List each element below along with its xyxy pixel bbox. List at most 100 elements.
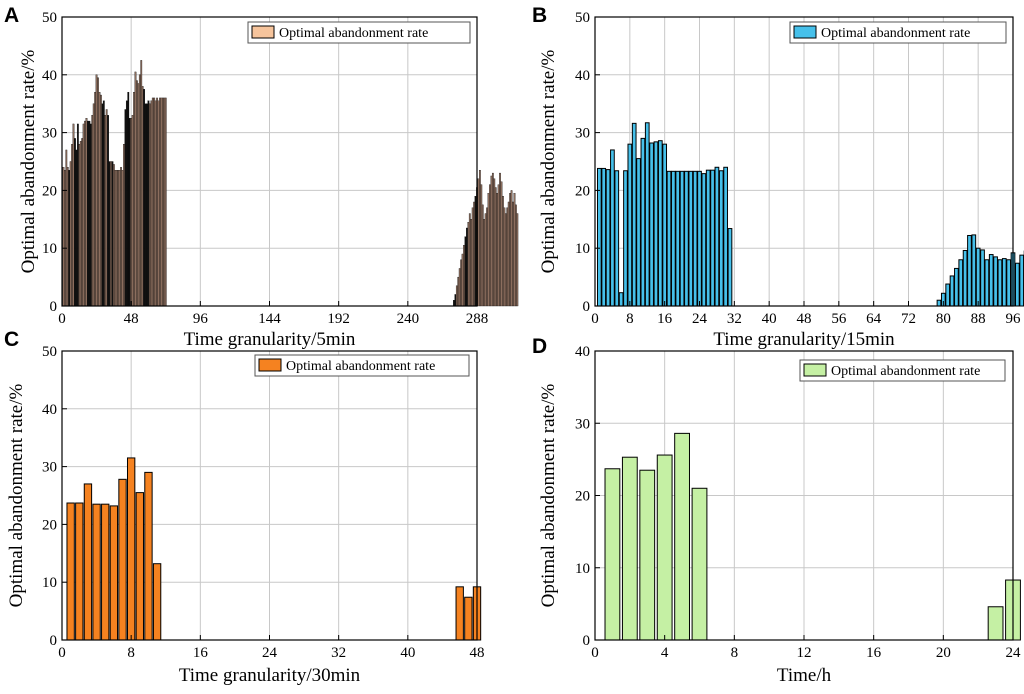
- y-tick-label: 20: [42, 517, 57, 533]
- bar: [509, 193, 512, 307]
- bar: [653, 141, 659, 307]
- bar: [124, 109, 127, 307]
- bar: [92, 503, 101, 641]
- bar: [101, 503, 110, 641]
- bar: [605, 169, 611, 307]
- x-tick-label: 16: [657, 311, 673, 327]
- bar: [113, 164, 115, 307]
- bar: [516, 213, 519, 307]
- x-tick-label: 80: [936, 311, 951, 327]
- bar: [88, 120, 91, 307]
- bar: [161, 97, 164, 307]
- bar: [466, 227, 468, 307]
- bar: [141, 86, 144, 307]
- x-axis-label: Time granularity/15min: [713, 329, 895, 350]
- x-tick-label: 96: [193, 311, 209, 327]
- y-tick-label: 0: [583, 299, 591, 315]
- bar: [967, 234, 972, 307]
- bar: [705, 169, 711, 307]
- bar: [671, 170, 676, 307]
- bar: [679, 170, 685, 307]
- x-tick-label: 88: [971, 311, 986, 327]
- bar: [604, 468, 621, 641]
- y-tick-label: 40: [575, 344, 590, 360]
- bar: [688, 170, 694, 307]
- bar: [62, 167, 65, 307]
- y-tick-label: 0: [50, 633, 58, 649]
- bar: [657, 140, 663, 307]
- bar: [128, 118, 131, 307]
- legend: Optimal abandonment rate: [789, 21, 1007, 44]
- bar: [614, 170, 620, 307]
- chart-panel-a: 0 48 96 144 192 240 288 0 10 20 30 40 50 Time granula…: [4, 4, 519, 350]
- bar: [118, 170, 121, 307]
- bar: [597, 167, 602, 307]
- bar: [109, 505, 119, 641]
- bar: [149, 103, 151, 307]
- bar: [962, 250, 968, 307]
- bar: [639, 469, 656, 641]
- bar: [110, 161, 112, 307]
- x-tick-label: 16: [866, 645, 882, 661]
- bar: [460, 259, 463, 307]
- bar: [490, 175, 493, 307]
- bar: [471, 207, 474, 307]
- bar: [464, 596, 473, 641]
- bar: [72, 123, 75, 307]
- bar: [126, 457, 136, 641]
- bar: [710, 169, 715, 307]
- bar: [1001, 258, 1007, 307]
- bar: [975, 247, 981, 307]
- bar: [75, 149, 78, 307]
- bar: [945, 283, 951, 307]
- x-tick-label: 8: [626, 311, 634, 327]
- bar: [157, 100, 160, 307]
- bar: [150, 100, 153, 307]
- legend: Optimal abandonment rate: [799, 359, 1006, 382]
- bar: [105, 109, 108, 307]
- bar: [691, 487, 708, 641]
- bar: [494, 187, 497, 307]
- bar: [496, 193, 499, 307]
- bar: [493, 178, 496, 307]
- bar: [936, 299, 942, 307]
- bar: [461, 253, 464, 307]
- bar: [81, 138, 84, 307]
- y-tick-label: 50: [42, 344, 57, 360]
- y-tick-label: 20: [575, 183, 590, 199]
- bar: [160, 97, 163, 307]
- bar: [120, 167, 122, 307]
- bar: [114, 170, 117, 307]
- bar: [127, 91, 130, 307]
- x-tick-label: 0: [58, 311, 66, 327]
- bar: [662, 143, 668, 307]
- bar: [108, 161, 111, 307]
- bar: [102, 100, 105, 307]
- bar: [84, 120, 86, 307]
- bar: [474, 196, 477, 307]
- legend-box: [254, 354, 470, 377]
- bar: [164, 97, 167, 307]
- bar: [100, 94, 102, 307]
- y-tick-label: 30: [575, 416, 590, 432]
- bar: [140, 60, 143, 307]
- bar: [78, 144, 81, 307]
- legend-label: Optimal abandonment rate: [286, 359, 435, 374]
- bar: [701, 173, 707, 307]
- bar: [484, 213, 487, 307]
- bar: [79, 141, 82, 307]
- bar: [130, 118, 133, 307]
- bar: [697, 170, 702, 307]
- chart-panel-d: 0 4 8 12 16 20 24 0 10 20 30 40 Time/h Optimal abando…: [532, 335, 1021, 686]
- bar: [984, 259, 990, 307]
- x-tick-label: 48: [470, 645, 485, 661]
- bar: [714, 166, 720, 307]
- bar: [454, 294, 457, 307]
- y-axis-label: Optimal abandonment rate/%: [18, 49, 39, 273]
- x-tick-label: 16: [193, 645, 209, 661]
- bar: [144, 471, 153, 641]
- chart-panel-c: 0 8 16 24 32 40 48 0 10 20 30 40 50 Time granularity/…: [4, 328, 485, 686]
- bar: [621, 456, 638, 641]
- y-tick-label: 50: [42, 10, 57, 26]
- bar: [131, 115, 134, 307]
